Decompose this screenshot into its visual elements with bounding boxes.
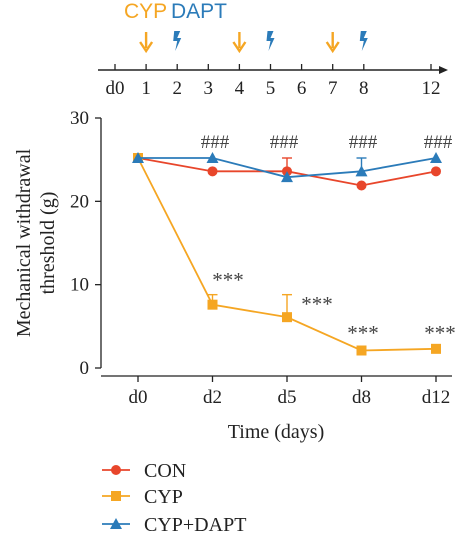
y-tick-label: 0 — [80, 358, 90, 379]
y-axis-label-line: Mechanical withdrawal — [13, 148, 35, 337]
legend-marker — [110, 518, 122, 529]
legend-label: CON — [144, 460, 186, 482]
timeline-label-dapt: DAPT — [171, 0, 227, 23]
significance-star-label: *** — [212, 268, 244, 292]
series-cyp — [133, 153, 441, 356]
legend-item: CYP+DAPT — [102, 514, 246, 536]
data-point — [430, 152, 442, 163]
timeline-day-label: d0 — [106, 78, 125, 99]
timeline-day-label: 6 — [297, 78, 307, 99]
significance-hash-label: ### — [270, 132, 299, 153]
data-point — [282, 312, 292, 323]
timeline-day-label: 1 — [141, 78, 151, 99]
timeline-day-label: 4 — [235, 78, 245, 99]
series-cyp-dapt — [132, 152, 442, 183]
significance-hash-label: ### — [201, 132, 230, 153]
x-tick-label: d5 — [278, 387, 297, 408]
timeline-day-label: 12 — [422, 78, 441, 99]
arrow-down-icon — [232, 32, 247, 54]
lightning-bolt-icon — [266, 31, 275, 51]
data-point — [206, 152, 219, 163]
y-tick-label: 30 — [70, 108, 89, 129]
x-tick-label: d12 — [422, 387, 451, 408]
chart: 0 10 20 30 d0 d2 d5 d8 d12 Time (days) Mechanical … — [13, 108, 456, 443]
x-tick-label: d2 — [203, 387, 222, 408]
data-point — [281, 171, 293, 183]
y-tick-label: 20 — [70, 191, 89, 212]
arrow-down-icon — [325, 32, 340, 54]
data-point — [207, 166, 218, 177]
timeline-label-cyp: CYP — [124, 0, 167, 23]
timeline-axis-arrowhead — [439, 66, 448, 74]
significance-star-label: *** — [347, 321, 379, 345]
lightning-bolt-icon — [173, 31, 182, 51]
data-point — [132, 152, 144, 163]
significance-star-label: *** — [301, 292, 333, 316]
data-point — [207, 299, 218, 310]
x-axis-label: Time (days) — [228, 421, 324, 443]
y-axis-label: Mechanical withdrawal threshold (g) — [13, 148, 59, 337]
legend-label: CYP — [144, 486, 183, 508]
legend: CON CYP CYP+DAPT — [102, 460, 246, 536]
data-point — [431, 166, 441, 177]
data-point — [431, 343, 441, 354]
data-point — [355, 165, 368, 177]
timeline: CYP DAPT d0 1 2 3 4 5 6 7 8 12 — [98, 0, 448, 99]
legend-label: CYP+DAPT — [144, 514, 246, 536]
lightning-bolt-icon — [359, 31, 368, 51]
y-tick-label: 10 — [70, 275, 89, 296]
timeline-day-label: 2 — [172, 78, 182, 99]
legend-marker — [111, 491, 121, 501]
x-tick-label: d0 — [129, 387, 148, 408]
data-point — [356, 180, 367, 191]
timeline-day-label: 7 — [328, 78, 338, 99]
data-point — [356, 345, 367, 356]
timeline-day-label: 5 — [266, 78, 276, 99]
legend-item: CON — [102, 460, 186, 482]
legend-marker — [111, 465, 121, 475]
significance-hash-label: ### — [349, 132, 378, 153]
timeline-day-label: 8 — [359, 78, 369, 99]
significance-star-label: *** — [424, 321, 456, 345]
y-axis-label-line: threshold (g) — [37, 192, 59, 295]
x-tick-label: d8 — [352, 387, 371, 408]
timeline-day-label: 3 — [204, 78, 214, 99]
arrow-down-icon — [139, 32, 154, 54]
legend-item: CYP — [102, 486, 183, 508]
significance-hash-label: ### — [424, 132, 453, 153]
